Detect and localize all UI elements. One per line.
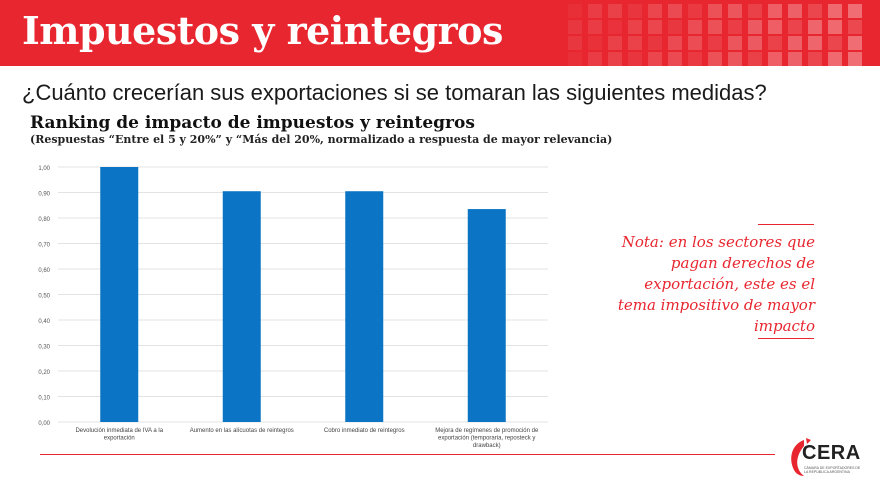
header-square (848, 4, 862, 18)
header-square (828, 52, 842, 66)
bar (345, 191, 384, 422)
header-square (608, 52, 622, 66)
header-square (768, 36, 782, 50)
note-top-divider (758, 224, 814, 225)
chart-title: Ranking de impacto de impuestos y reinte… (30, 113, 475, 133)
header-square (648, 36, 662, 50)
header-square (628, 36, 642, 50)
header-square (608, 20, 622, 34)
header-square (788, 36, 802, 50)
header-square (768, 52, 782, 66)
x-tick-label: Mejora de regímenes de promoción de expor… (435, 428, 539, 449)
header-square (728, 20, 742, 34)
header-square (768, 4, 782, 18)
impact-note: Nota: en los sectores que pagan derechos… (617, 233, 815, 335)
header-square (608, 36, 622, 50)
header-square (648, 20, 662, 34)
survey-question: ¿Cuánto crecerían sus exportaciones si s… (22, 80, 767, 105)
header-square (648, 52, 662, 66)
logo-subtitle: CÁMARA DE EXPORTADORES DE LA REPÚBLICA A… (804, 466, 861, 474)
header-square (688, 52, 702, 66)
y-tick-label: 0,60 (38, 268, 50, 274)
note-bottom-divider (758, 338, 814, 339)
cera-swoosh-icon (791, 438, 811, 476)
header-square (568, 4, 582, 18)
header-square (848, 20, 862, 34)
x-tick-label: Aumento en las alícuotas de reintegros (190, 428, 294, 434)
y-tick-label: 1,00 (38, 166, 50, 172)
header-square (788, 4, 802, 18)
header-square (848, 36, 862, 50)
header-square (808, 20, 822, 34)
header-square (768, 20, 782, 34)
header-square (728, 4, 742, 18)
header-square (708, 4, 722, 18)
header-square (848, 52, 862, 66)
header-square (588, 20, 602, 34)
y-tick-label: 0,50 (38, 294, 50, 300)
header-square (568, 36, 582, 50)
header-square (828, 4, 842, 18)
y-tick-label: 0,40 (38, 319, 50, 325)
footer-divider (40, 454, 775, 455)
header-square (568, 20, 582, 34)
y-tick-label: 0,70 (38, 243, 50, 249)
header-square (788, 20, 802, 34)
header-square (708, 20, 722, 34)
header-square (588, 4, 602, 18)
header-square (628, 4, 642, 18)
header-square (808, 52, 822, 66)
logo-wordmark: CERA (802, 442, 861, 464)
cera-logo: CERA CÁMARA DE EXPORTADORES DE LA REPÚBL… (784, 436, 864, 486)
header-square (808, 4, 822, 18)
header-banner: Impuestos y reintegros (0, 0, 880, 66)
header-square (828, 20, 842, 34)
bar (100, 167, 139, 422)
header-square (668, 4, 682, 18)
bar (467, 209, 506, 422)
header-square (828, 36, 842, 50)
bar (222, 191, 261, 422)
x-tick-label: Devolución inmediata de IVA a la exportac… (75, 428, 163, 442)
header-square (588, 36, 602, 50)
header-square (628, 52, 642, 66)
header-square (568, 52, 582, 66)
header-square (628, 20, 642, 34)
header-square (688, 20, 702, 34)
x-tick-label: Cobro inmediato de reintegros (324, 428, 405, 434)
header-square (728, 36, 742, 50)
header-square (748, 20, 762, 34)
y-tick-label: 0,30 (38, 345, 50, 351)
y-tick-label: 0,20 (38, 370, 50, 376)
header-square (708, 52, 722, 66)
bar-chart: 0,00 0,10 0,20 0,30 0,40 0,50 0,60 0,70 0,80 0,90… (38, 166, 548, 449)
y-tick-label: 0,10 (38, 396, 50, 402)
header-square (688, 4, 702, 18)
header-square (668, 36, 682, 50)
header-square (648, 4, 662, 18)
header-square (748, 52, 762, 66)
header-square (748, 36, 762, 50)
y-tick-label: 0,80 (38, 217, 50, 223)
header-square (708, 36, 722, 50)
page-title: Impuestos y reintegros (22, 8, 503, 53)
header-square (588, 52, 602, 66)
header-square (608, 4, 622, 18)
header-square (808, 36, 822, 50)
header-square (668, 20, 682, 34)
y-tick-label: 0,00 (38, 421, 50, 427)
decorative-squares (568, 4, 862, 66)
y-tick-label: 0,90 (38, 192, 50, 198)
header-square (748, 4, 762, 18)
header-square (688, 36, 702, 50)
header-square (788, 52, 802, 66)
header-square (728, 52, 742, 66)
header-square (668, 52, 682, 66)
chart-subtitle: (Respuestas “Entre el 5 y 20%” y “Más de… (30, 133, 613, 146)
